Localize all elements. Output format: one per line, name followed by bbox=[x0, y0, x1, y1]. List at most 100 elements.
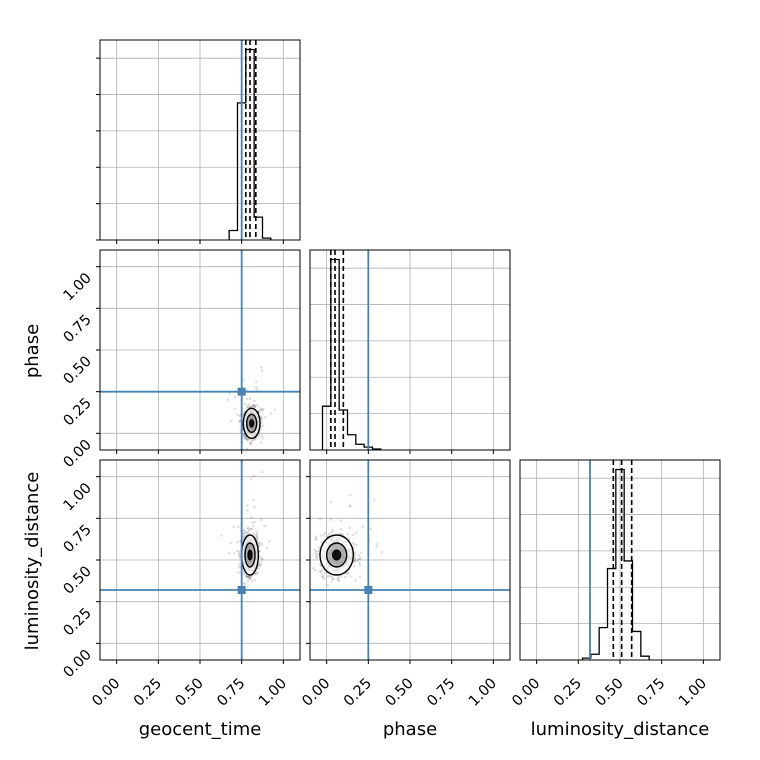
sample-point bbox=[260, 556, 263, 560]
sample-point bbox=[246, 579, 250, 583]
sample-point bbox=[358, 564, 362, 567]
sample-point bbox=[255, 530, 259, 534]
sample-point bbox=[242, 435, 245, 439]
ylabel-luminosity-distance: luminosity_distance bbox=[22, 472, 43, 651]
sample-point bbox=[251, 404, 255, 408]
sample-point bbox=[338, 532, 342, 536]
panel-phase-vs-luminosity-distance-samples bbox=[303, 493, 384, 587]
panel-geocent-time-vs-phase-contour-core bbox=[249, 419, 255, 428]
sample-point bbox=[260, 408, 264, 412]
sample-point bbox=[247, 575, 251, 579]
xlabel-luminosity-distance: luminosity_distance bbox=[531, 719, 710, 740]
sample-point bbox=[259, 541, 263, 545]
sample-point bbox=[337, 576, 341, 579]
sample-point bbox=[254, 437, 257, 441]
sample-point bbox=[247, 529, 251, 533]
sample-point bbox=[313, 548, 317, 552]
sample-point bbox=[237, 550, 241, 554]
sample-point bbox=[236, 571, 240, 574]
sample-point bbox=[246, 575, 249, 579]
sample-point bbox=[260, 366, 263, 369]
sample-point bbox=[253, 578, 256, 582]
sample-point bbox=[348, 526, 352, 530]
xtick-label-luminosity-distance-0: 0.00 bbox=[509, 676, 543, 710]
sample-point bbox=[369, 527, 372, 531]
labels-layer: geocent_time phase luminosity_distance p… bbox=[22, 324, 709, 740]
sample-point bbox=[303, 543, 306, 546]
sample-point bbox=[247, 403, 251, 406]
sample-point bbox=[236, 549, 239, 553]
sample-point bbox=[248, 577, 251, 581]
sample-point bbox=[246, 574, 249, 578]
sample-point bbox=[257, 564, 261, 567]
sample-point bbox=[250, 516, 253, 519]
sample-point bbox=[321, 575, 324, 579]
sample-point bbox=[318, 570, 322, 573]
sample-point bbox=[245, 397, 249, 401]
sample-point bbox=[322, 533, 326, 537]
sample-point bbox=[258, 549, 262, 553]
sample-point bbox=[238, 556, 242, 559]
sample-point bbox=[260, 434, 263, 438]
sample-point bbox=[253, 520, 257, 524]
ytick-label-luminosity-distance-4: 1.00 bbox=[61, 480, 95, 514]
sample-point bbox=[320, 571, 323, 575]
sample-point bbox=[357, 557, 360, 561]
sample-point bbox=[354, 557, 357, 561]
sample-point bbox=[351, 541, 355, 545]
sample-point bbox=[243, 529, 247, 533]
sample-point bbox=[314, 550, 318, 554]
sample-point bbox=[254, 380, 258, 383]
sample-point bbox=[253, 572, 257, 576]
sample-point bbox=[332, 577, 336, 581]
sample-point bbox=[247, 574, 250, 578]
sample-point bbox=[257, 543, 261, 547]
sample-point bbox=[253, 405, 257, 408]
sample-point bbox=[245, 388, 249, 392]
sample-point bbox=[255, 388, 259, 391]
sample-point bbox=[339, 527, 343, 531]
ytick-label-luminosity-distance-2: 0.50 bbox=[61, 564, 95, 598]
sample-point bbox=[263, 416, 267, 419]
sample-point bbox=[247, 531, 250, 535]
sample-point bbox=[244, 402, 247, 406]
sample-point bbox=[347, 537, 351, 540]
sample-point bbox=[236, 540, 239, 544]
sample-point bbox=[246, 585, 250, 588]
sample-point bbox=[346, 532, 350, 536]
sample-point bbox=[252, 438, 256, 442]
sample-point bbox=[336, 576, 340, 580]
sample-point bbox=[249, 443, 253, 447]
sample-point bbox=[228, 391, 231, 395]
sample-point bbox=[261, 408, 264, 411]
ylabel-phase: phase bbox=[22, 324, 43, 378]
sample-point bbox=[235, 413, 239, 416]
sample-point bbox=[349, 493, 352, 497]
sample-point bbox=[220, 534, 223, 537]
sample-point bbox=[268, 539, 271, 543]
sample-point bbox=[313, 552, 317, 555]
sample-point bbox=[352, 533, 355, 537]
sample-point bbox=[232, 525, 235, 529]
sample-point bbox=[237, 553, 241, 556]
panel-phase-vs-luminosity-distance-truth-marker bbox=[364, 586, 373, 594]
sample-point bbox=[259, 441, 263, 444]
sample-point bbox=[246, 437, 249, 441]
sample-point bbox=[245, 531, 249, 535]
sample-point bbox=[330, 575, 334, 578]
panel-geocent-time-vs-luminosity-distance-truth-marker bbox=[237, 586, 246, 594]
sample-point bbox=[249, 527, 253, 531]
sample-point bbox=[256, 539, 259, 542]
sample-point bbox=[246, 527, 250, 531]
grid-layer bbox=[100, 40, 720, 660]
sample-point bbox=[261, 408, 265, 411]
sample-point bbox=[238, 414, 242, 418]
sample-point bbox=[238, 420, 241, 423]
sample-point bbox=[326, 583, 330, 587]
sample-point bbox=[329, 518, 333, 521]
sample-point bbox=[315, 555, 318, 559]
sample-point bbox=[346, 572, 350, 576]
sample-point bbox=[260, 560, 263, 564]
sample-point bbox=[312, 567, 315, 570]
sample-point bbox=[227, 551, 231, 555]
